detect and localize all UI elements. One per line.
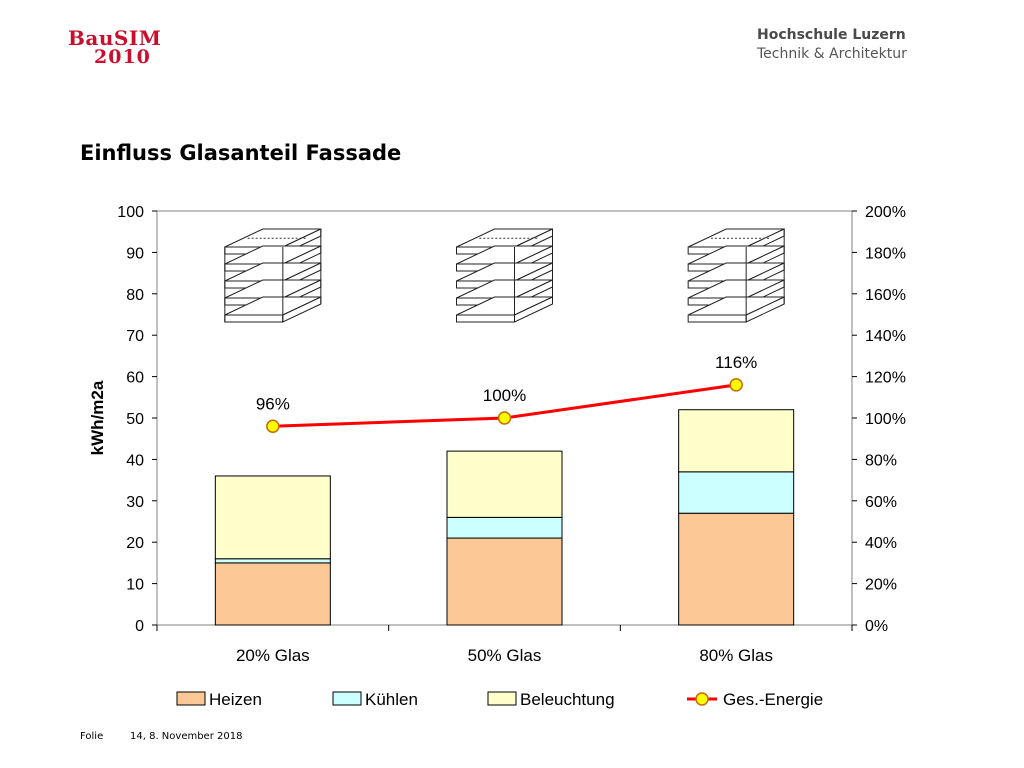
y2-tick-label: 140% [865, 328, 906, 345]
y2-tick-label: 60% [865, 494, 897, 511]
bar-heizen [678, 512, 795, 626]
bar-beleuchtung [678, 409, 795, 473]
x-tick-label: 20% Glas [236, 646, 310, 665]
data-label: 116% [715, 353, 757, 372]
y2-tick-label: 120% [865, 370, 906, 387]
data-label: 100% [483, 386, 526, 405]
bar-kuehlen [678, 471, 795, 514]
legend-label-beleuchtung: Beleuchtung [520, 690, 615, 709]
legend-label-heizen: Heizen [209, 690, 262, 709]
y-tick-label: 50 [126, 411, 144, 428]
footer: Folie 14, 8. November 2018 [80, 731, 242, 742]
y2-tick-label: 80% [865, 452, 897, 469]
legend-marker [695, 692, 709, 706]
slab-front [456, 314, 515, 323]
bar-kuehlen [446, 516, 563, 539]
bar-heizen [446, 537, 563, 626]
y2-tick-label: 100% [865, 411, 906, 428]
y2-tick-label: 160% [865, 287, 906, 304]
legend-swatch-heizen [176, 691, 206, 706]
legend-label-kuehlen: Kühlen [365, 690, 418, 709]
y2-tick-label: 20% [865, 577, 897, 594]
logo-text-bausim: BauSIM [68, 26, 162, 50]
data-label: 96% [256, 394, 290, 413]
line-point [266, 419, 280, 434]
y-tick-label: 30 [126, 494, 144, 511]
y2-tick-label: 0% [865, 618, 888, 635]
facade-50-icon [456, 228, 553, 323]
y-tick-label: 90 [126, 245, 144, 262]
x-tick-label: 80% Glas [699, 646, 773, 665]
y-tick-label: 10 [126, 577, 144, 594]
y-tick-label: 60 [126, 370, 144, 387]
slab-front [687, 314, 747, 323]
line-point [729, 378, 743, 392]
bar-kuehlen [214, 558, 331, 564]
hslu-name: Hochschule Luzern [757, 27, 906, 43]
bausim-logo: BauSIM 2010 [68, 28, 161, 67]
hslu-logo: Hochschule Luzern Technik & Architektur [757, 26, 907, 64]
y2-tick-label: 200% [865, 204, 906, 221]
y-tick-label: 80 [126, 287, 144, 304]
y-tick-label: 40 [126, 452, 144, 469]
footer-label: Folie [80, 731, 104, 742]
hslu-department: Technik & Architektur [757, 46, 907, 62]
y-tick-label: 20 [126, 535, 144, 552]
y-tick-label: 0 [135, 618, 144, 635]
facade-20-icon [224, 228, 322, 323]
logo-text-year: 2010 [94, 46, 151, 68]
legend-label-ges-energie: Ges.-Energie [723, 690, 823, 709]
y-axis-label: kWh/m2a [88, 380, 107, 455]
bar-beleuchtung [446, 450, 563, 518]
slide-title: Einfluss Glasanteil Fassade [80, 141, 402, 165]
x-tick-label: 50% Glas [468, 646, 542, 665]
y-tick-label: 100 [117, 204, 144, 221]
legend-swatch-kuehlen [332, 691, 362, 706]
facade-80-icon [687, 228, 785, 323]
footer-page-date: 14, 8. November 2018 [130, 731, 243, 742]
legend-swatch-beleuchtung [487, 691, 517, 706]
line-point [497, 411, 512, 425]
slab-front [224, 314, 284, 323]
bar-beleuchtung [214, 475, 331, 560]
y2-tick-label: 40% [865, 535, 897, 552]
legend: Heizen Kühlen Beleuchtung Ges.-Energie [176, 690, 823, 709]
y2-tick-label: 180% [865, 245, 906, 262]
y-tick-label: 70 [126, 328, 144, 345]
bar-heizen [214, 562, 331, 626]
